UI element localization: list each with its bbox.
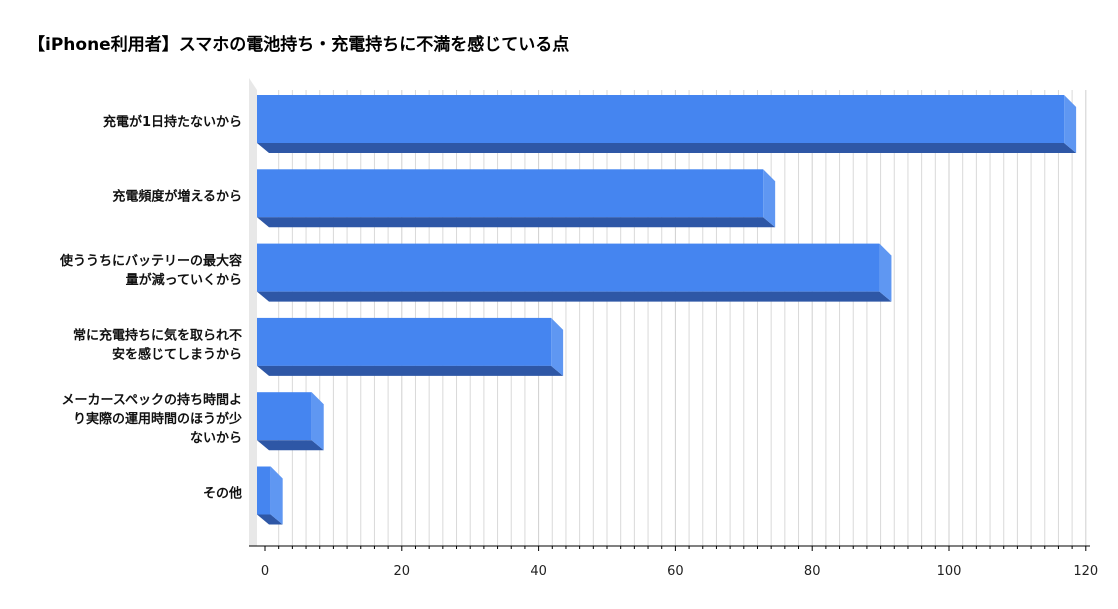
- bar-end-face: [1064, 95, 1077, 153]
- bar-front-face: [257, 317, 552, 366]
- bar-end-face: [270, 466, 283, 525]
- x-tick-label: 80: [804, 564, 821, 579]
- category-label-line: り実際の運用時間のほうが少: [73, 411, 242, 427]
- bar-end-face: [763, 169, 776, 228]
- category-label-line: 充電頻度が増えるから: [112, 188, 242, 204]
- category-label: メーカースペックの持ち時間より実際の運用時間のほうが少ないから: [62, 392, 242, 446]
- category-label: 使ううちにバッテリーの最大容量が減っていくから: [59, 253, 242, 288]
- bar-end-face: [879, 243, 892, 302]
- category-label-line: ないから: [190, 431, 242, 446]
- category-label: 常に充電持ちに気を取られ不安を感じてしまうから: [73, 327, 242, 362]
- category-label: その他: [203, 486, 242, 502]
- x-tick-label: 100: [937, 564, 962, 579]
- bar: [257, 392, 324, 451]
- bar: [257, 317, 564, 376]
- bar-front-face: [257, 392, 312, 441]
- bar-front-face: [257, 243, 880, 292]
- bar-front-face: [257, 169, 764, 218]
- bar-bottom-face: [257, 365, 564, 376]
- bar: [257, 243, 892, 302]
- category-label: 充電頻度が増えるから: [112, 188, 242, 204]
- category-label-line: 量が減っていくから: [126, 272, 242, 288]
- chart-left-wall: [249, 78, 257, 546]
- category-label-line: メーカースペックの持ち時間よ: [62, 392, 242, 408]
- category-label-line: 使ううちにバッテリーの最大容: [59, 253, 242, 269]
- category-labels: 充電が1日持たないから充電頻度が増えるから使ううちにバッテリーの最大容量が減って…: [59, 114, 242, 502]
- chart-back-wall: [249, 78, 257, 546]
- bar: [257, 466, 283, 525]
- category-label-line: 常に充電持ちに気を取られ不: [73, 327, 242, 343]
- category-label-line: 充電が1日持たないから: [103, 114, 242, 130]
- chart-title: 【iPhone利用者】スマホの電池持ち・充電持ちに不満を感じている点: [28, 35, 570, 55]
- bar-front-face: [257, 95, 1065, 143]
- bar-front-face: [257, 466, 271, 515]
- x-tick-label: 60: [667, 564, 684, 579]
- bar-end-face: [551, 317, 564, 376]
- x-tick-label: 20: [394, 564, 411, 579]
- bar-bottom-face: [257, 291, 892, 302]
- bar-end-face: [311, 392, 324, 451]
- bar: [257, 169, 776, 228]
- category-label-line: 安を感じてしまうから: [112, 346, 242, 362]
- bar-bottom-face: [257, 440, 324, 451]
- category-label-line: その他: [203, 486, 242, 502]
- bar-bottom-face: [257, 514, 283, 525]
- bar: [257, 95, 1077, 153]
- x-tick-label: 120: [1073, 564, 1098, 579]
- x-tick-label: 0: [261, 564, 269, 579]
- x-tick-label: 40: [530, 564, 547, 579]
- bar-bottom-face: [257, 217, 776, 228]
- category-label: 充電が1日持たないから: [103, 114, 242, 130]
- bar-bottom-face: [257, 143, 1077, 153]
- x-axis: 0 20 40 60 80 100 120: [249, 545, 1098, 579]
- bars: [257, 95, 1077, 525]
